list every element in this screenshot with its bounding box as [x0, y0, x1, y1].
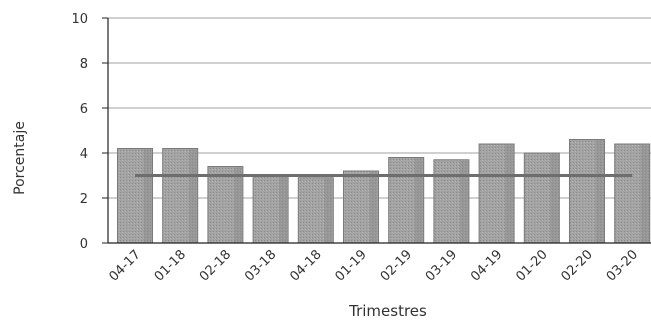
- bar-shade: [550, 154, 559, 243]
- bar-shade: [595, 140, 604, 243]
- bar: [478, 143, 515, 244]
- y-axis-label: Porcentaje: [12, 121, 28, 195]
- y-tick-label: 0: [80, 237, 88, 252]
- bar: [569, 139, 605, 244]
- x-tick-label: 04-17: [107, 247, 144, 284]
- x-axis-label: Trimestres: [348, 302, 427, 320]
- bar: [117, 148, 153, 244]
- x-tick-label: 02-19: [378, 247, 415, 284]
- y-tick-label: 10: [71, 12, 88, 27]
- y-tick-label: 8: [80, 57, 88, 72]
- bar: [297, 177, 334, 244]
- y-tick-label: 2: [80, 192, 88, 207]
- bar: [523, 152, 560, 244]
- bars: [117, 139, 651, 244]
- bar-shade: [414, 158, 423, 243]
- bar: [388, 157, 425, 244]
- x-tick-label: 02-20: [559, 247, 596, 284]
- x-tick-label: 03-18: [242, 247, 279, 284]
- x-tick-labels: 04-17 01-18 02-18 03-18 04-18 01-19 02-19 03-19…: [107, 247, 642, 284]
- x-tick-label: 03-19: [423, 247, 460, 284]
- bar-shade: [369, 172, 378, 243]
- x-tick-label: 01-19: [333, 247, 370, 284]
- bar-shade: [188, 149, 197, 243]
- gridlines: [108, 17, 651, 199]
- bar-shade: [505, 145, 514, 243]
- x-tick-label: 01-18: [152, 247, 189, 284]
- y-tick-label: 6: [80, 102, 88, 117]
- bar-shade: [143, 149, 152, 243]
- x-tick-label: 04-18: [287, 247, 324, 284]
- axes: [107, 18, 651, 244]
- bar: [207, 166, 244, 244]
- x-tick-label: 04-19: [468, 247, 505, 284]
- bar-shade: [233, 167, 242, 243]
- bar: [433, 159, 470, 244]
- bar-shade: [640, 145, 649, 243]
- y-tick-labels: 0 2 4 6 8 10: [71, 12, 108, 252]
- bar-shade: [279, 176, 288, 243]
- bar: [343, 170, 379, 244]
- x-tick-label: 03-20: [604, 247, 641, 284]
- bar: [614, 143, 651, 244]
- x-tick-label: 02-18: [197, 247, 234, 284]
- x-tick-label: 01-20: [513, 247, 550, 284]
- bar-shade: [459, 160, 468, 243]
- bar-shade: [324, 178, 333, 243]
- y-tick-label: 4: [80, 147, 88, 162]
